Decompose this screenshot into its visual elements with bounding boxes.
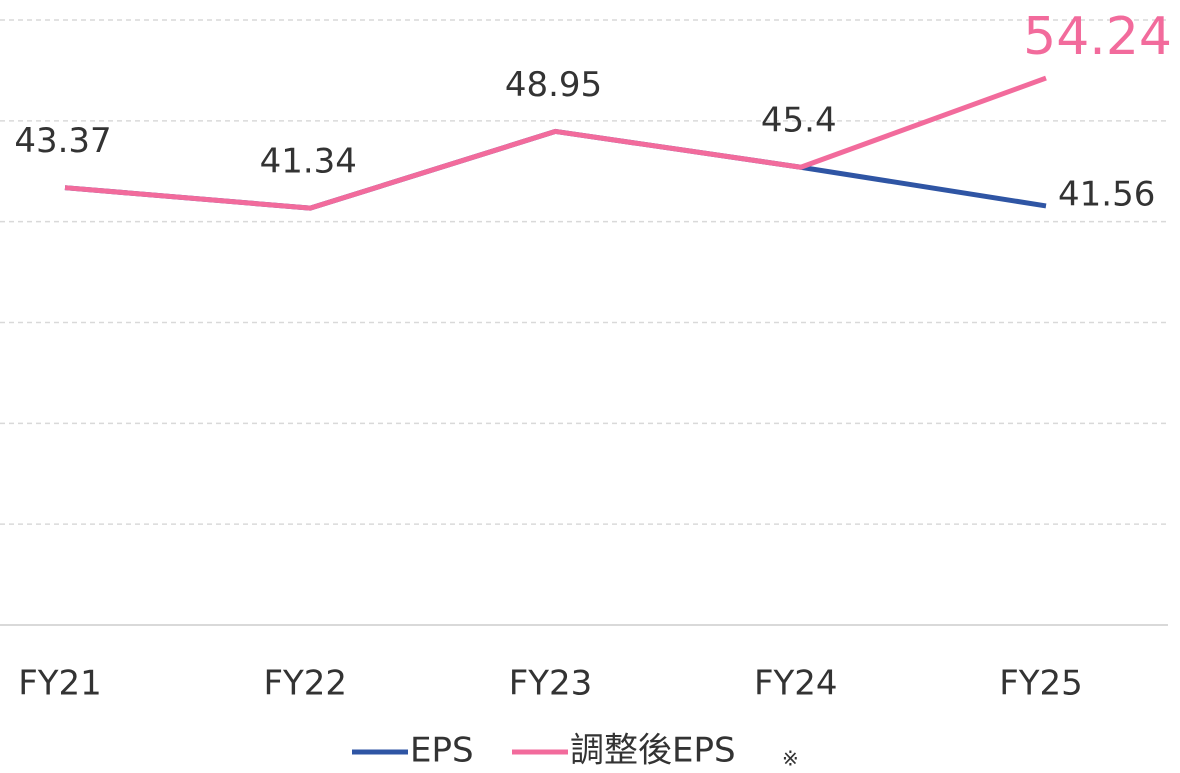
data-label: 41.56 <box>1058 174 1155 214</box>
x-tick-label: FY21 <box>18 664 102 704</box>
x-tick-label: FY24 <box>754 664 838 704</box>
x-tick-label: FY23 <box>509 664 593 704</box>
x-tick-label: FY25 <box>999 664 1083 704</box>
legend-note: ※ <box>782 747 799 771</box>
data-label: 43.37 <box>14 121 111 161</box>
legend-label: 調整後EPS <box>570 731 736 771</box>
legend-label: EPS <box>410 731 474 771</box>
data-label: 54.24 <box>1023 7 1172 67</box>
series-line <box>64 75 1047 211</box>
data-label: 45.4 <box>761 101 837 141</box>
x-tick-label: FY22 <box>263 664 347 704</box>
series-line <box>64 128 1047 211</box>
data-label: 41.34 <box>260 142 357 182</box>
data-label: 48.95 <box>505 65 602 105</box>
